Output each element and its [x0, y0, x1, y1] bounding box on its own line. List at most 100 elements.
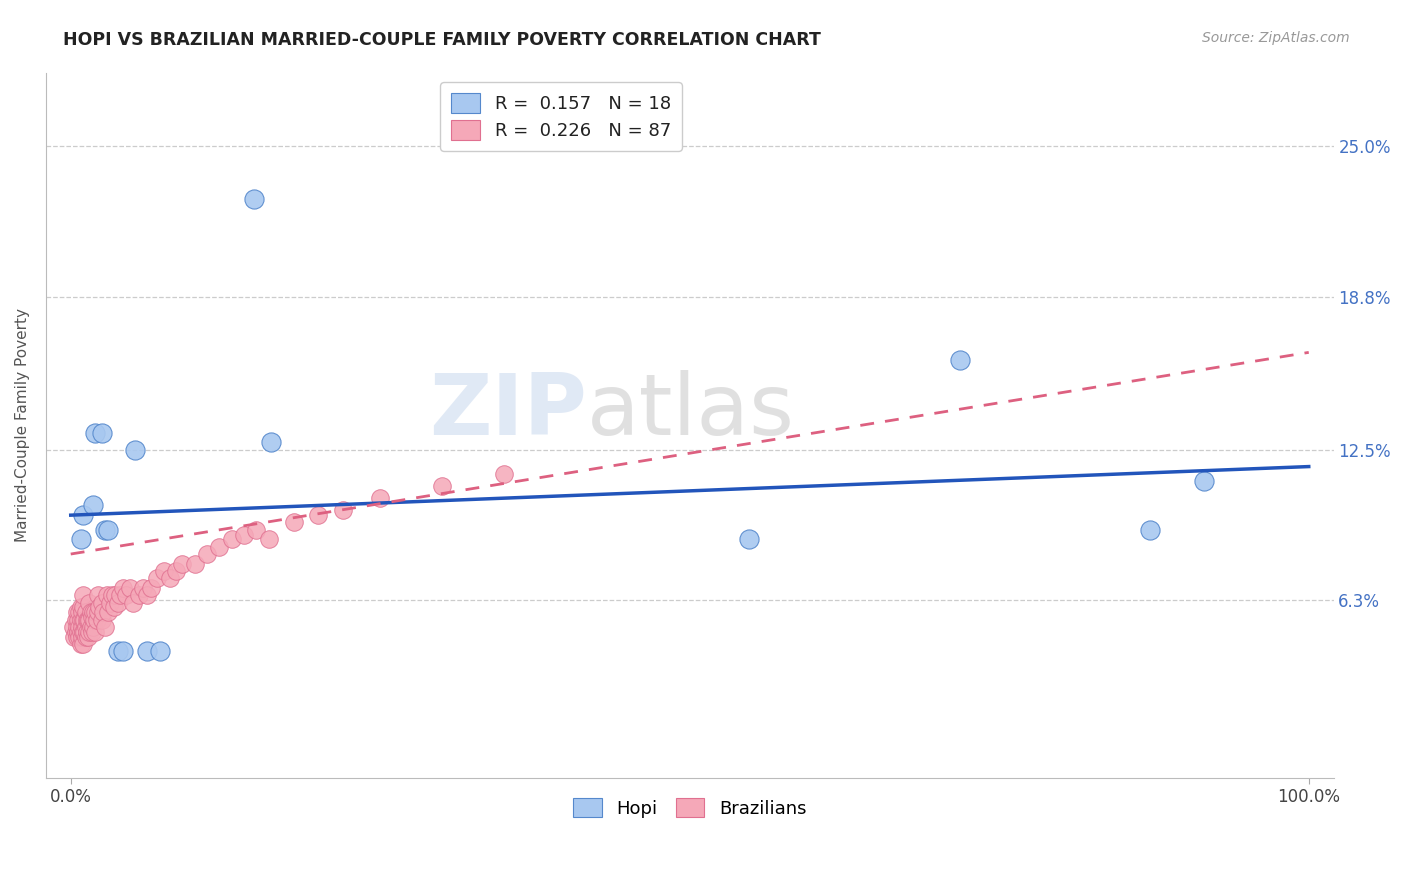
- Point: [104, 588, 127, 602]
- Point: [738, 533, 761, 547]
- Point: [152, 564, 174, 578]
- Point: [72, 588, 94, 602]
- Point: [67, 620, 90, 634]
- Point: [82, 620, 104, 634]
- Point: [79, 613, 101, 627]
- Text: atlas: atlas: [586, 369, 794, 452]
- Point: [72, 600, 94, 615]
- Point: [75, 620, 97, 634]
- Point: [70, 630, 93, 644]
- Point: [107, 644, 129, 658]
- Point: [67, 624, 90, 639]
- Point: [69, 624, 91, 639]
- Point: [131, 581, 153, 595]
- Point: [165, 564, 187, 578]
- Point: [111, 644, 134, 658]
- Point: [430, 479, 453, 493]
- Point: [183, 557, 205, 571]
- Point: [66, 605, 89, 619]
- Point: [245, 523, 267, 537]
- Point: [83, 613, 105, 627]
- Point: [69, 600, 91, 615]
- Point: [75, 630, 97, 644]
- Point: [208, 540, 231, 554]
- Point: [67, 613, 90, 627]
- Point: [136, 588, 159, 602]
- Point: [82, 605, 104, 619]
- Point: [84, 605, 107, 619]
- Point: [159, 571, 181, 585]
- Point: [100, 588, 122, 602]
- Y-axis label: Married-Couple Family Poverty: Married-Couple Family Poverty: [15, 309, 30, 542]
- Text: Source: ZipAtlas.com: Source: ZipAtlas.com: [1202, 31, 1350, 45]
- Point: [80, 610, 103, 624]
- Point: [79, 605, 101, 619]
- Point: [79, 596, 101, 610]
- Point: [949, 352, 972, 367]
- Point: [221, 533, 243, 547]
- Point: [94, 620, 117, 634]
- Point: [66, 620, 89, 634]
- Point: [72, 624, 94, 639]
- Point: [332, 503, 354, 517]
- Point: [111, 581, 134, 595]
- Point: [89, 600, 111, 615]
- Point: [76, 624, 98, 639]
- Point: [67, 605, 90, 619]
- Point: [69, 613, 91, 627]
- Point: [128, 588, 150, 602]
- Point: [91, 605, 114, 619]
- Point: [90, 425, 112, 440]
- Point: [67, 630, 90, 644]
- Point: [107, 596, 129, 610]
- Point: [84, 425, 107, 440]
- Point: [97, 523, 120, 537]
- Point: [87, 588, 110, 602]
- Point: [90, 596, 112, 610]
- Point: [94, 523, 117, 537]
- Text: ZIP: ZIP: [429, 369, 586, 452]
- Point: [66, 630, 89, 644]
- Point: [79, 624, 101, 639]
- Point: [72, 613, 94, 627]
- Point: [65, 613, 87, 627]
- Point: [70, 620, 93, 634]
- Point: [86, 613, 108, 627]
- Text: HOPI VS BRAZILIAN MARRIED-COUPLE FAMILY POVERTY CORRELATION CHART: HOPI VS BRAZILIAN MARRIED-COUPLE FAMILY …: [63, 31, 821, 49]
- Point: [70, 605, 93, 619]
- Point: [97, 605, 120, 619]
- Point: [120, 581, 142, 595]
- Point: [84, 624, 107, 639]
- Point: [77, 630, 100, 644]
- Point: [90, 613, 112, 627]
- Point: [1139, 523, 1161, 537]
- Point: [80, 624, 103, 639]
- Point: [75, 605, 97, 619]
- Point: [283, 516, 305, 530]
- Point: [69, 533, 91, 547]
- Point: [110, 588, 132, 602]
- Point: [63, 630, 86, 644]
- Point: [96, 588, 118, 602]
- Point: [103, 600, 125, 615]
- Point: [195, 547, 218, 561]
- Point: [124, 442, 146, 457]
- Point: [172, 557, 194, 571]
- Point: [73, 613, 96, 627]
- Legend: Hopi, Brazilians: Hopi, Brazilians: [565, 790, 814, 825]
- Point: [82, 499, 104, 513]
- Point: [260, 435, 283, 450]
- Point: [72, 508, 94, 523]
- Point: [62, 620, 84, 634]
- Point: [141, 581, 163, 595]
- Point: [368, 491, 391, 505]
- Point: [87, 605, 110, 619]
- Point: [1192, 474, 1215, 488]
- Point: [73, 624, 96, 639]
- Point: [149, 644, 172, 658]
- Point: [307, 508, 329, 523]
- Point: [72, 637, 94, 651]
- Point: [492, 467, 515, 481]
- Point: [69, 637, 91, 651]
- Point: [98, 596, 121, 610]
